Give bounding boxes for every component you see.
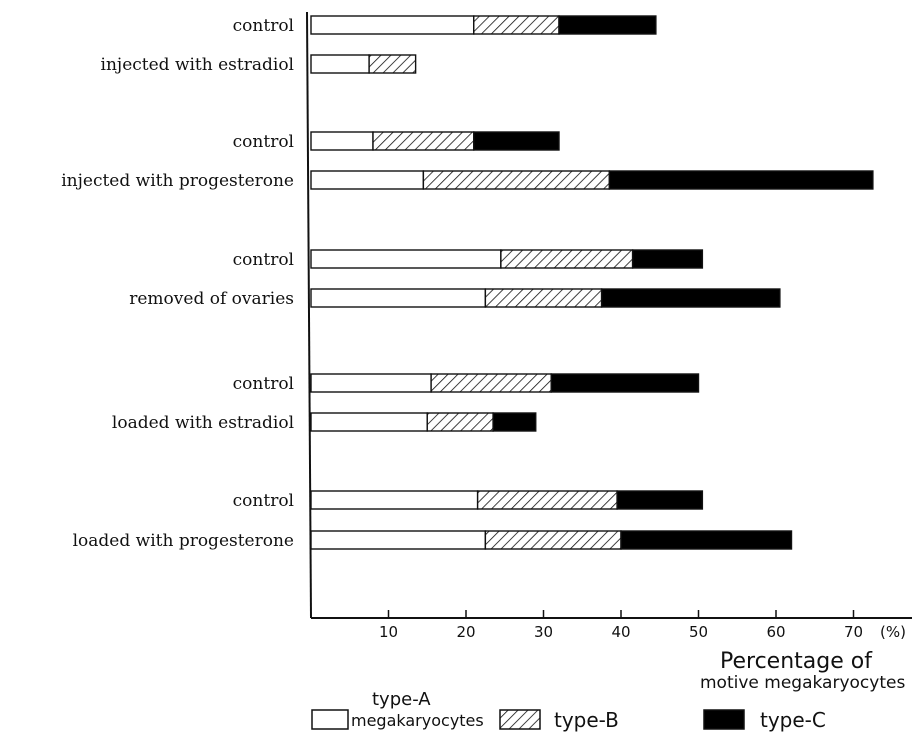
bar-segment-type-a <box>310 170 425 190</box>
bar-segment-type-c <box>492 412 537 432</box>
x-tick-label: 60 <box>766 623 785 641</box>
bar-segment-type-c <box>558 15 657 35</box>
bar-segment-type-a <box>310 249 502 269</box>
x-tick-label: 40 <box>611 623 630 641</box>
category-label: injected with progesterone <box>61 171 294 191</box>
bar-segment-type-b <box>372 131 475 151</box>
category-label: control <box>233 374 294 394</box>
bar-segment-type-b <box>500 249 634 269</box>
bar-segment-type-a <box>310 15 475 35</box>
bar-segment-type-b <box>422 170 611 190</box>
legend-label-type-c: type-C <box>760 708 826 732</box>
legend-swatch-type-c <box>703 709 745 730</box>
category-label: control <box>233 491 294 511</box>
bar-segment-type-b <box>473 15 560 35</box>
bar-segment-type-a <box>310 54 370 74</box>
x-tick-label: 50 <box>689 623 708 641</box>
x-tick-label: 10 <box>379 623 398 641</box>
bar-segment-type-c <box>616 490 704 510</box>
bar-segment-type-c <box>631 249 704 269</box>
x-tick-label: 70 <box>844 623 863 641</box>
bar-segment-type-c <box>600 288 781 308</box>
legend: type-A megakaryocytes type-B type-C <box>311 689 826 732</box>
category-label: control <box>233 16 294 36</box>
x-axis-title-line1: Percentage of <box>720 649 873 674</box>
x-axis-title-line2: motive megakaryocytes <box>700 673 905 693</box>
bar-segment-type-b <box>484 530 622 550</box>
bar-segment-type-b <box>476 490 618 510</box>
bar-segment-type-c <box>620 530 793 550</box>
bar-segment-type-a <box>310 288 487 308</box>
bar-segment-type-b <box>368 54 417 74</box>
x-tick-label: 20 <box>456 623 475 641</box>
bar-segment-type-a <box>310 490 479 510</box>
x-unit-label: (%) <box>880 623 906 641</box>
y-axis <box>306 11 312 619</box>
legend-label-type-a-line1: type-A <box>372 689 431 710</box>
category-label: loaded with estradiol <box>112 413 294 433</box>
bar-segment-type-b <box>484 288 603 308</box>
bar-segment-type-c <box>608 170 874 190</box>
bar-segment-type-a <box>310 131 374 151</box>
bar-segment-type-b <box>426 412 494 432</box>
legend-label-type-a-line2: megakaryocytes <box>351 711 484 730</box>
bar-segment-type-a <box>310 373 432 393</box>
category-label: control <box>233 132 294 152</box>
category-label: removed of ovaries <box>129 289 294 309</box>
bar-segment-type-b <box>430 373 552 393</box>
x-tick-label: 30 <box>534 623 553 641</box>
bar-segment-type-c <box>473 131 560 151</box>
legend-swatch-type-a <box>311 709 349 730</box>
bar-segment-type-a <box>310 530 487 550</box>
legend-swatch-type-b <box>499 709 541 730</box>
bar-segment-type-a <box>310 412 428 432</box>
legend-label-type-b: type-B <box>554 708 619 732</box>
bar-segment-type-c <box>550 373 700 393</box>
category-label: loaded with progesterone <box>73 531 294 551</box>
category-label: control <box>233 250 294 270</box>
category-label: injected with estradiol <box>101 55 294 75</box>
